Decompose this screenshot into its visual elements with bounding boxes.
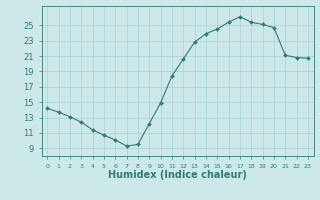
X-axis label: Humidex (Indice chaleur): Humidex (Indice chaleur) — [108, 170, 247, 180]
